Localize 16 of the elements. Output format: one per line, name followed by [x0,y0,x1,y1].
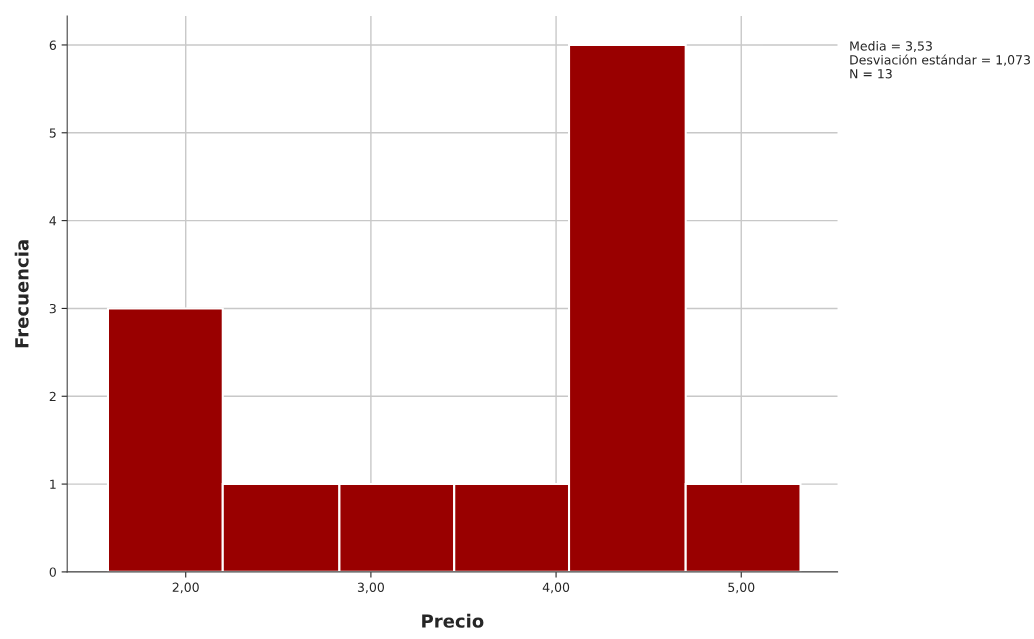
x-tick-label: 4,00 [542,582,570,594]
y-tick-label: 4 [49,216,57,226]
y-tick-label: 0 [49,567,56,577]
x-axis-title: Precio [422,613,484,628]
y-tick-label: 3 [49,303,56,314]
text: Media = 3,53 [850,40,932,52]
x-tick-label: 5,00 [728,582,755,594]
x-tick-label: 2,00 [172,582,199,594]
x-tick-label: 3,00 [357,582,384,594]
y-tick-label: 1 [50,479,56,489]
y-axis-title: Frecuencia [14,240,29,348]
y-tick-label: 2 [49,391,56,401]
y-tick-label: 5 [49,128,56,138]
text: Desviación estándar = 1,073 [850,54,1030,66]
text: N = 13 [850,69,892,79]
y-tick-label: 6 [49,40,57,50]
